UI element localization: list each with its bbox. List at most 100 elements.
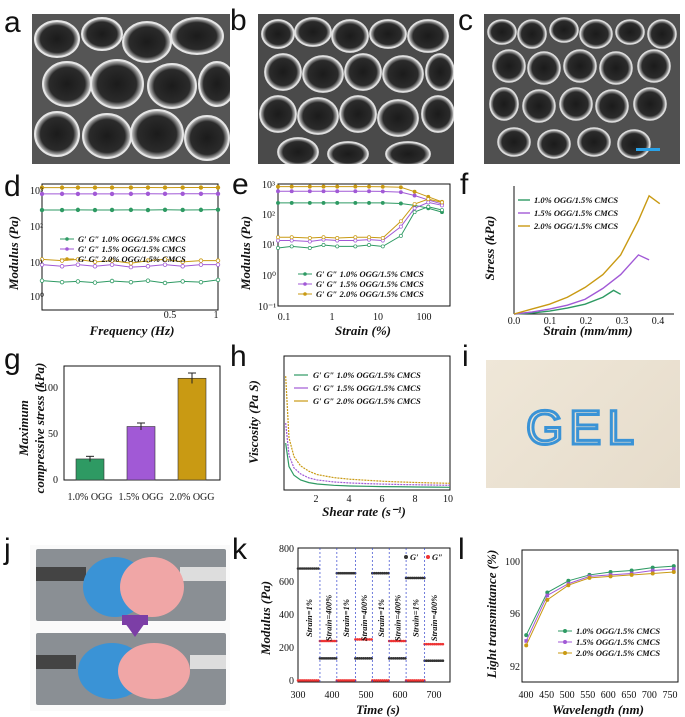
k-gdouble-point-4-532 [375, 679, 378, 682]
e-point-0-7 [380, 200, 385, 205]
l-series-1 [525, 568, 674, 642]
d-point-1-0 [39, 278, 45, 283]
panel-label-k: k [232, 533, 247, 566]
l-xtick-6: 700 [642, 690, 657, 701]
e-point-5-11 [440, 200, 444, 205]
d-legend-marker-0 [65, 237, 69, 241]
k-gprime-point-7-693 [429, 659, 433, 663]
k-gprime-point-6-644 [412, 576, 416, 580]
d-point-2-8 [180, 191, 185, 197]
k-gprime-point-0-318 [302, 567, 306, 570]
k-gprime-point-0-306 [298, 567, 302, 570]
k-gprime-point-7-681 [425, 659, 428, 663]
e-point-3-1 [289, 238, 294, 243]
panel-label-b: b [230, 4, 247, 37]
l-point-0-6 [650, 565, 655, 570]
k-gdouble-point-6-626 [406, 679, 410, 682]
h-series-1 [285, 422, 451, 486]
e-point-1-6 [367, 243, 371, 247]
k-gdouble-point-2-451 [347, 679, 351, 682]
d-point-4-3 [92, 185, 98, 190]
k-gprime-point-2-421 [337, 571, 341, 575]
d-point-4-5 [128, 185, 134, 190]
k-gprime-point-5-588 [393, 657, 397, 660]
k-annotation-3: Strain=400% [359, 595, 369, 641]
d-point-1-7 [162, 280, 168, 286]
e-series-2 [278, 190, 443, 205]
e-ytick-3: 10² [262, 210, 275, 221]
d-ytick-0: 10⁰ [30, 292, 44, 303]
d-legend-marker-1 [65, 247, 69, 251]
g-ytick-1: 50 [48, 429, 58, 440]
tweezer-left-top [36, 567, 86, 581]
f-xtick-1: 0.1 [544, 316, 557, 327]
h-legend-1: G′ G″ 1.5% OGG/1.5% CMCS [313, 383, 421, 393]
k-gprime-point-4-526 [373, 571, 376, 575]
f-xtick-4: 0.4 [652, 316, 665, 327]
k-gdouble-point-1-395 [328, 639, 332, 643]
k-annotation-6: Strain=1% [410, 599, 420, 637]
d-point-4-9 [198, 185, 204, 190]
sem-image-b [258, 14, 454, 164]
e-point-1-2 [307, 246, 312, 250]
k-gdouble-point-1-407 [332, 639, 336, 643]
k-gdouble-point-4-562 [385, 679, 388, 682]
l-legend-marker-2 [563, 651, 567, 655]
k-ytick-0: 0 [289, 676, 294, 687]
k-gdouble-point-3-500 [364, 638, 367, 641]
d-plot-frame [41, 183, 219, 311]
k-gdouble-point-1-389 [326, 639, 330, 643]
scale-bar [636, 148, 660, 151]
e-xtick-3: 100 [417, 312, 432, 323]
e-series-0 [278, 202, 443, 213]
e-point-0-1 [289, 200, 294, 205]
h-xlabel: Shear rate (s⁻¹) [322, 504, 406, 519]
l-point-2-3 [587, 575, 592, 580]
k-annotation-4: Strain=1% [376, 599, 386, 637]
d-point-3-9 [198, 262, 204, 267]
e-point-4-6 [367, 184, 371, 189]
k-gdouble-point-5-612 [402, 639, 405, 643]
k-gdouble-point-2-463 [351, 679, 355, 682]
e-point-2-4 [335, 189, 340, 194]
e-plot-frame [277, 183, 451, 307]
e-ytick-0: 10⁻¹ [258, 302, 276, 313]
k-gprime-point-0-324 [304, 567, 308, 570]
k-gprime-point-3-500 [364, 657, 367, 660]
e-point-4-4 [335, 184, 340, 189]
d-point-3-10 [215, 262, 221, 267]
k-gprime-point-5-576 [389, 657, 393, 660]
k-xtick-0: 300 [291, 690, 306, 701]
k-gprime-point-0-348 [312, 567, 316, 570]
l-xtick-3: 550 [580, 690, 595, 701]
e-legend-1: G′ G″ 1.5% OGG/1.5% CMCS [316, 279, 424, 289]
d-point-4-10 [215, 185, 221, 190]
chart-e: Modulus (Pa) Strain (%) 10⁻¹ 10⁰ 10¹ 10²… [238, 180, 451, 338]
d-point-2-7 [162, 191, 168, 197]
g-ylabel-2: compressive stress (kPa) [32, 363, 47, 494]
k-gprime-point-7-687 [427, 659, 431, 663]
l-point-2-4 [608, 574, 613, 579]
panel-label-a: a [4, 6, 21, 39]
h-legend-2: G′ G″ 2.0% OGG/1.5% CMCS [313, 396, 421, 406]
d-xtick-1: 1 [214, 310, 219, 321]
h-xtick-3: 8 [413, 494, 418, 505]
e-point-5-6 [367, 235, 371, 240]
e-ytick-1: 10⁰ [262, 271, 276, 282]
k-xlabel: Time (s) [356, 702, 400, 717]
f-legend-0: 1.0% OGG/1.5% CMCS [534, 195, 618, 205]
k-gdouble-point-0-336 [308, 679, 312, 682]
k-gprime-point-7-699 [431, 659, 435, 663]
d-point-0-3 [92, 207, 98, 213]
panel-label-l: l [458, 533, 465, 566]
e-point-5-1 [289, 235, 294, 240]
d-point-2-3 [92, 191, 98, 197]
d-point-3-0 [39, 262, 45, 267]
e-point-3-8 [398, 224, 403, 229]
k-gprime-point-1-365 [318, 657, 322, 660]
g-ytick-0: 0 [53, 475, 58, 486]
sem-texture-a [32, 14, 230, 164]
k-gdouble-point-7-717 [437, 642, 441, 646]
k-plot-frame [297, 547, 451, 683]
d-point-4-2 [75, 185, 81, 190]
